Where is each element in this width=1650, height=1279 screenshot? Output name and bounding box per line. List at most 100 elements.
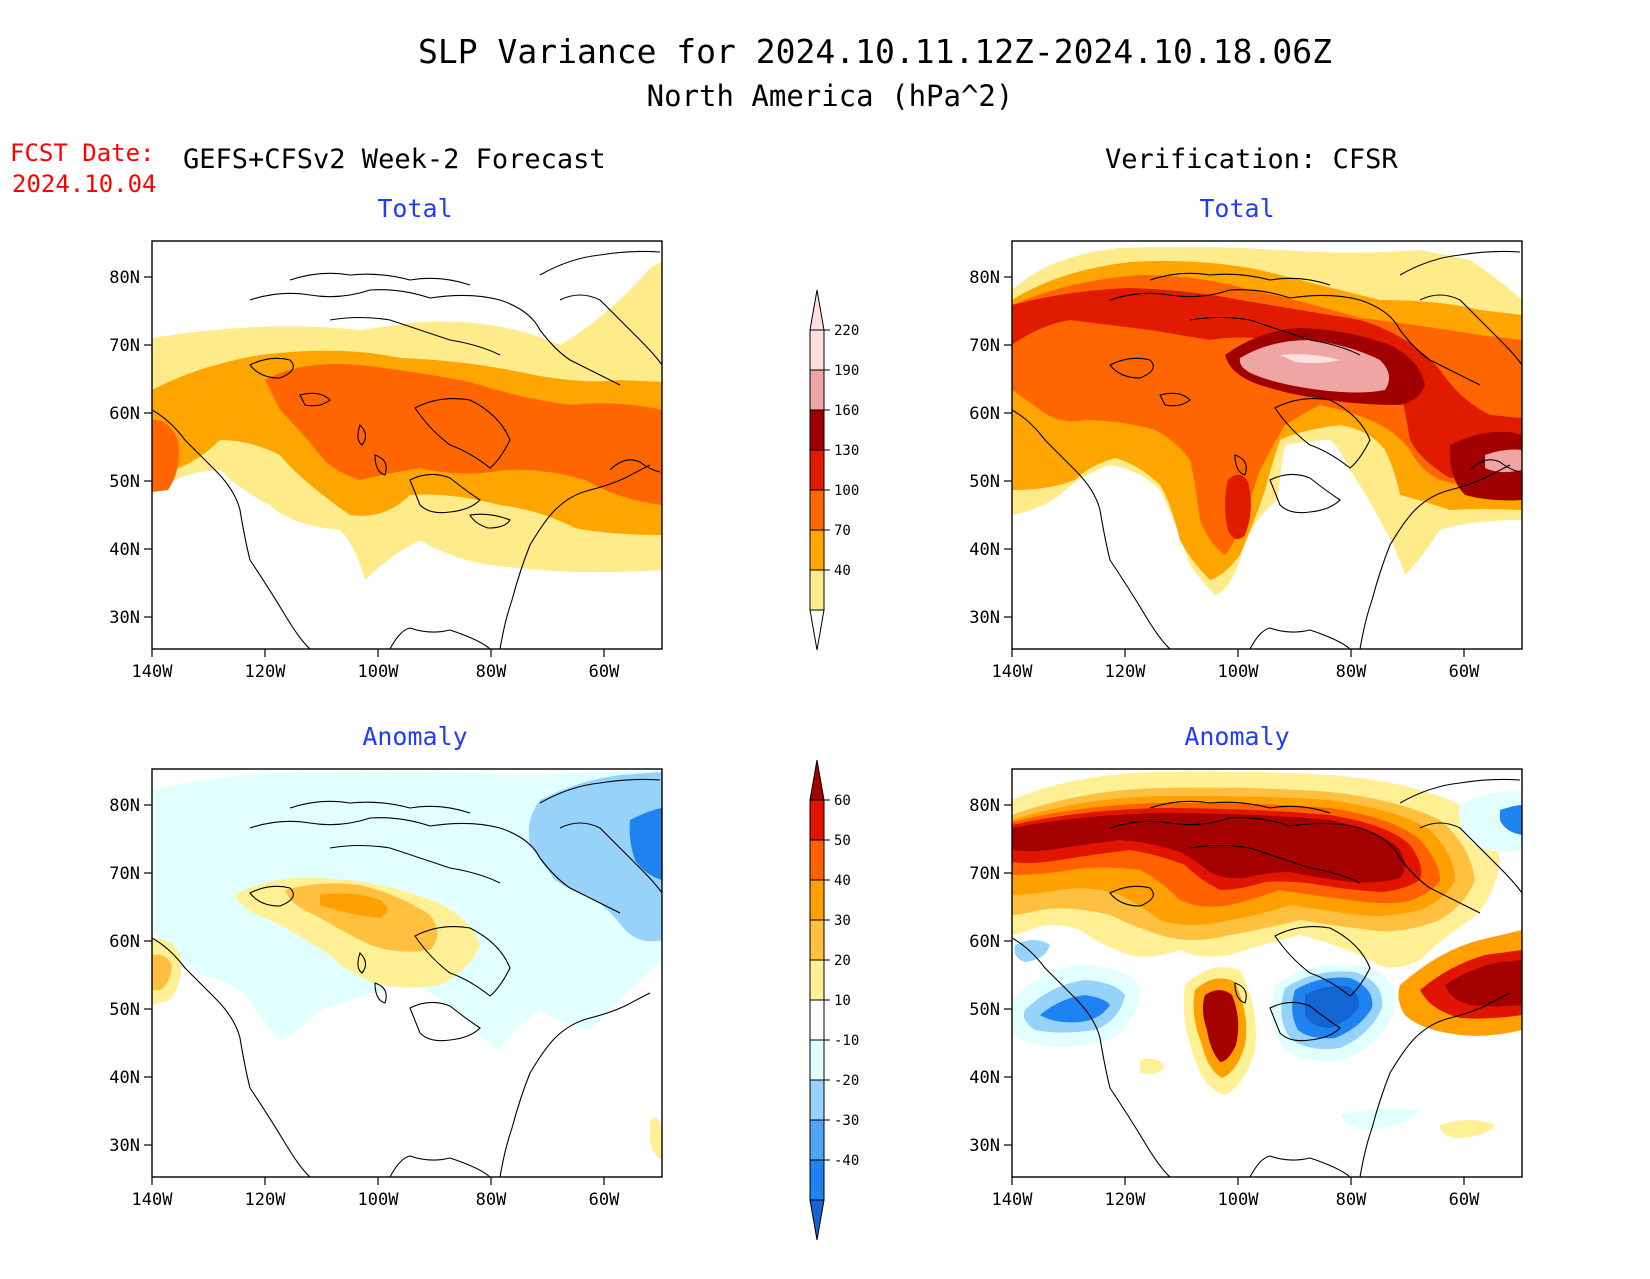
lat-label: 40N: [969, 1068, 1000, 1088]
colorbar-label: 40: [834, 873, 851, 889]
colorbar-label: 220: [834, 323, 859, 339]
colorbar-label: 10: [834, 993, 851, 1009]
lat-label: 30N: [109, 1136, 140, 1156]
panel-title-top-right: Total: [1199, 194, 1274, 223]
lat-label: 30N: [969, 1136, 1000, 1156]
shade-100-130-west: [152, 419, 179, 492]
colorbar-total: 40 70 100 130 160 190 220: [809, 289, 859, 651]
colorbar-swatch: [809, 369, 825, 411]
map-frame: [1011, 240, 1523, 650]
colorbar-anomaly: -40 -30 -20 -10 10 20 30 40 50 60: [809, 759, 859, 1241]
lon-label: 80W: [1336, 662, 1367, 682]
shade-south-neg-10: [1340, 1108, 1420, 1130]
coastlines: [152, 778, 662, 1177]
shade-neg-gl-40-plus: [1305, 985, 1359, 1028]
shade-neg20-neg30: [528, 772, 662, 942]
shade-190-220-east: [1485, 449, 1522, 473]
colorbar-label: 190: [834, 363, 859, 379]
colorbar-bottom-arrow: [809, 1199, 825, 1241]
lon-label: 100W: [358, 662, 400, 682]
lat-label: 50N: [109, 472, 140, 492]
lat-label: 50N: [109, 1000, 140, 1020]
coastlines: [1012, 778, 1522, 1177]
lat-label: 60N: [969, 404, 1000, 424]
forecast-header: GEFS+CFSv2 Week-2 Forecast: [183, 144, 606, 175]
shade-130-160-center: [1225, 474, 1251, 539]
colorbar-label: 30: [834, 913, 851, 929]
main-subtitle: North America (hPa^2): [647, 79, 1014, 113]
map-frame: [1011, 768, 1523, 1178]
lat-label: 40N: [969, 540, 1000, 560]
shade-neg30-neg40: [629, 808, 662, 880]
colorbar-swatch: [809, 999, 825, 1041]
colorbar-swatch: [809, 409, 825, 451]
colorbar-swatch: [809, 529, 825, 571]
colorbar-swatch: [809, 919, 825, 961]
colorbar-swatch: [809, 449, 825, 491]
panel-title-bottom-left: Anomaly: [362, 722, 467, 751]
lat-label: 70N: [969, 864, 1000, 884]
shade-west-20-30: [152, 954, 172, 990]
fcst-date: 2024.10.04: [12, 170, 157, 198]
shade-south-10-20-a: [1140, 1058, 1165, 1075]
shade-central-60-plus: [1202, 990, 1239, 1062]
lat-label: 80N: [969, 268, 1000, 288]
lat-label: 40N: [109, 1068, 140, 1088]
main-title: SLP Variance for 2024.10.11.12Z-2024.10.…: [418, 32, 1332, 71]
lon-label: 100W: [1218, 662, 1260, 682]
colorbar-label: 160: [834, 403, 859, 419]
colorbar-label: 50: [834, 833, 851, 849]
panel-forecast-total: [151, 240, 663, 650]
lon-label: 140W: [992, 662, 1034, 682]
colorbar-bottom-arrow: [809, 609, 825, 651]
panel-verification-total: [1011, 240, 1523, 650]
lon-label: 60W: [1449, 1190, 1480, 1210]
lat-label: 50N: [969, 1000, 1000, 1020]
colorbar-swatch: [809, 839, 825, 881]
lon-label: 140W: [992, 1190, 1034, 1210]
lon-label: 100W: [358, 1190, 400, 1210]
lon-label: 60W: [1449, 662, 1480, 682]
lon-label: 80W: [476, 662, 507, 682]
colorbar-swatch: [809, 879, 825, 921]
lon-label: 140W: [132, 662, 174, 682]
colorbar-label: -40: [834, 1153, 859, 1169]
panel-title-bottom-right: Anomaly: [1184, 722, 1289, 751]
colorbar-swatch: [809, 489, 825, 531]
shade-60-plus-band: [1012, 813, 1405, 883]
map-frame: [151, 240, 663, 650]
lon-label: 60W: [589, 1190, 620, 1210]
shade-east-60-plus: [1445, 960, 1522, 1007]
colorbar-label: -20: [834, 1073, 859, 1089]
colorbar-top-arrow: [809, 289, 825, 331]
lon-label: 80W: [1336, 1190, 1367, 1210]
lat-label: 80N: [109, 268, 140, 288]
coastlines: [152, 250, 662, 649]
colorbar-label: 40: [834, 563, 851, 579]
colorbar-swatch: [809, 1119, 825, 1161]
colorbar-label: 20: [834, 953, 851, 969]
shade-130-160: [1012, 288, 1522, 478]
lon-label: 120W: [1105, 662, 1147, 682]
shade-south-10-20: [650, 1117, 662, 1160]
colorbar-label: -30: [834, 1113, 859, 1129]
colorbar-label: 60: [834, 793, 851, 809]
lon-label: 60W: [589, 662, 620, 682]
map-frame: [151, 768, 663, 1178]
lon-label: 140W: [132, 1190, 174, 1210]
colorbar-swatch: [809, 799, 825, 841]
lat-label: 60N: [109, 404, 140, 424]
shade-30-40: [320, 893, 388, 918]
fcst-label: FCST Date:: [10, 139, 155, 167]
axes-layer: 80N 70N 60N 50N 40N 30N 140W 120W 100W 80W 60W 80N 7…: [109, 268, 1480, 1210]
shade-neg-east-30-40: [1500, 805, 1522, 835]
shade-190-220: [1239, 340, 1389, 393]
lon-label: 80W: [476, 1190, 507, 1210]
colorbar-swatch: [809, 329, 825, 371]
lat-label: 80N: [109, 796, 140, 816]
verification-header: Verification: CFSR: [1105, 144, 1398, 175]
colorbar-top-arrow: [809, 759, 825, 801]
lon-label: 120W: [245, 662, 287, 682]
